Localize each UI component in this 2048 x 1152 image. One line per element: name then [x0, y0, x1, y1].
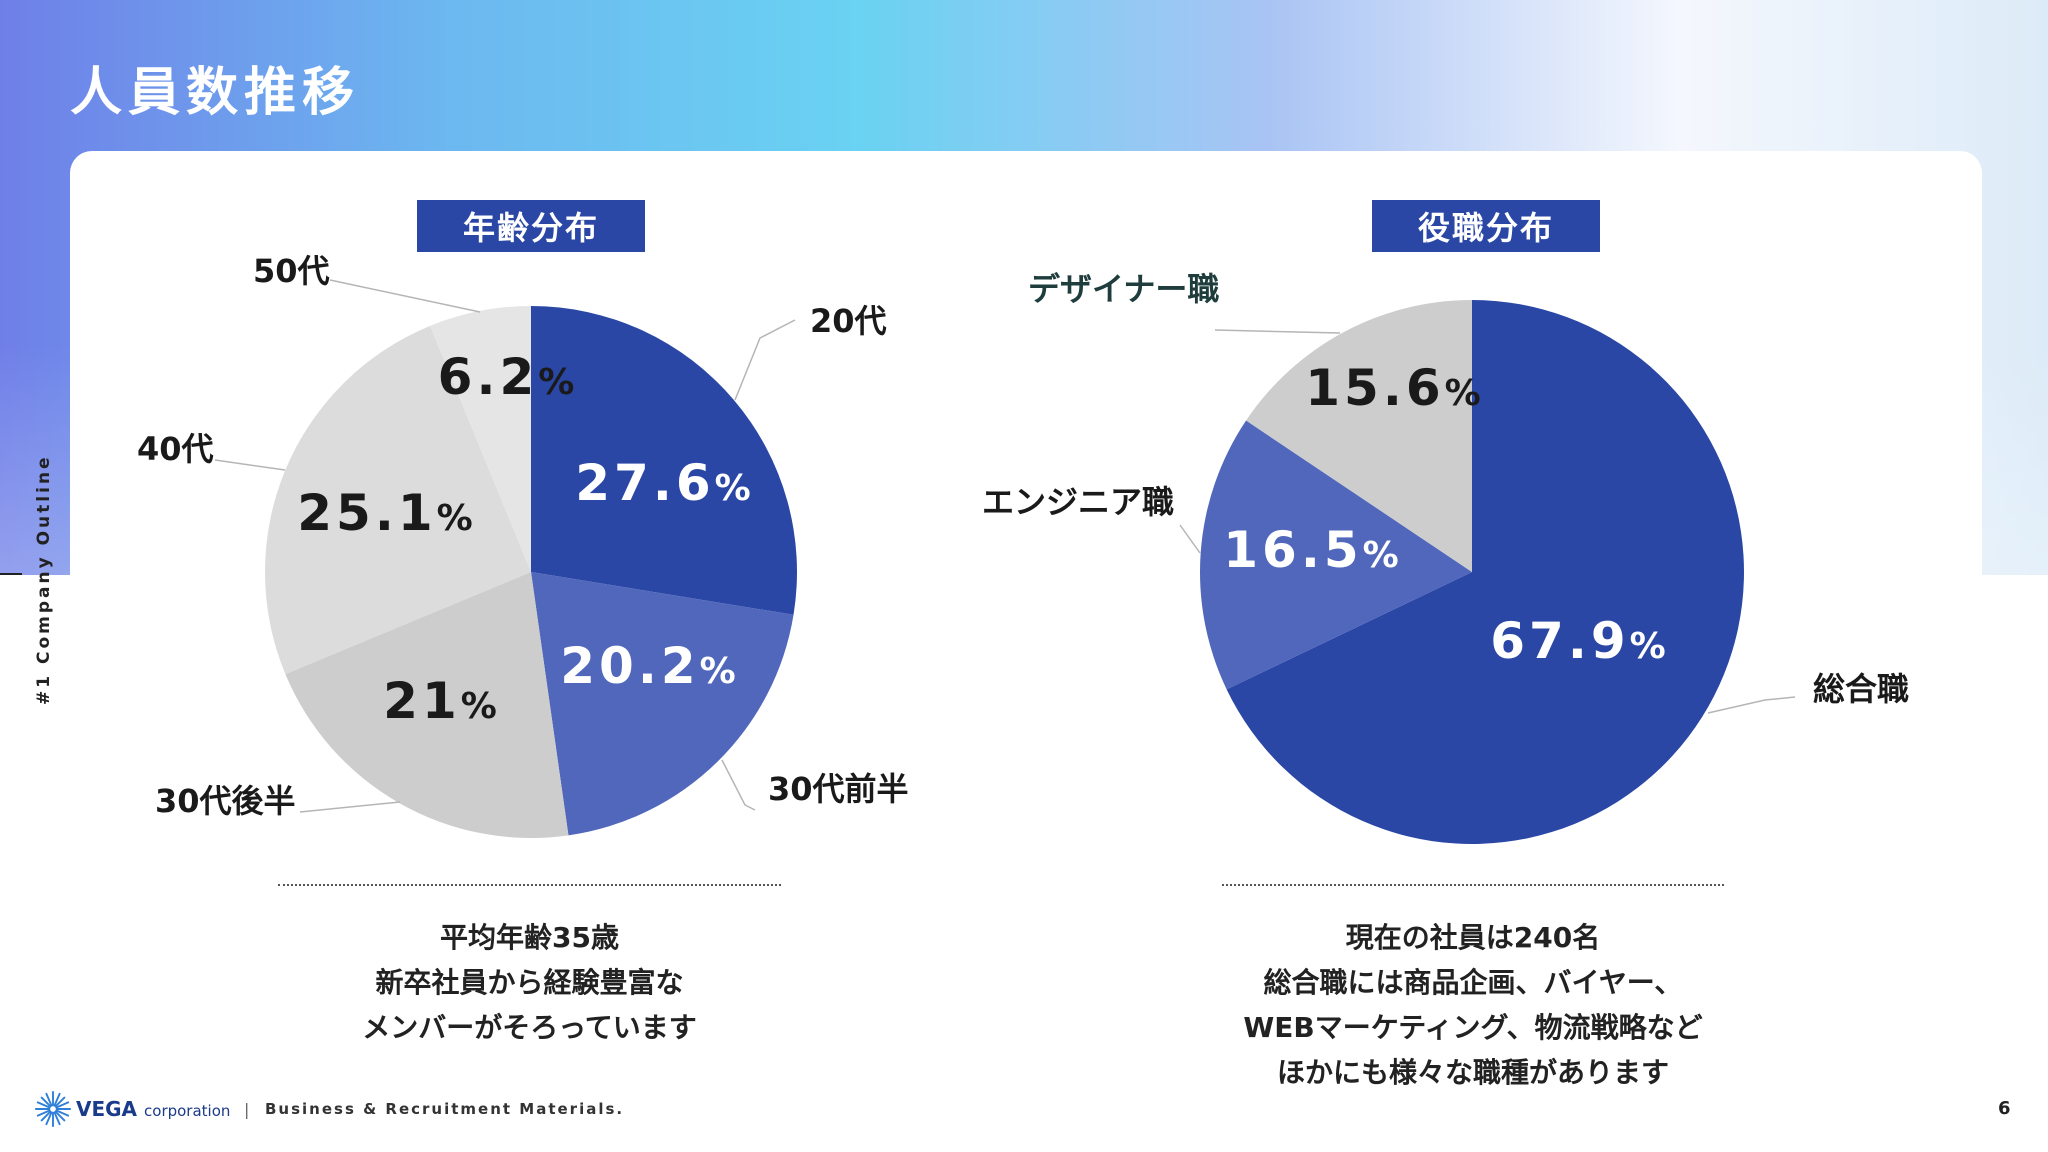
age-divider [278, 884, 781, 886]
role-leader-line-2 [1214, 329, 1341, 334]
age-leader-line-1 [721, 759, 756, 811]
logo-sub: corporation [144, 1102, 231, 1120]
role-data-label-2: 15.6% [1305, 359, 1484, 417]
logo-text: VEGA corporation [76, 1097, 230, 1121]
role-divider [1222, 884, 1724, 886]
footer-subtitle: Business & Recruitment Materials. [265, 1100, 625, 1118]
age-leader-line-3 [214, 459, 286, 471]
age-leader-line-2 [299, 801, 401, 813]
age-slice-label-1: 30代前半 [768, 770, 909, 808]
role-slice-label-0: 総合職 [1813, 670, 1909, 708]
footer-separator: | [244, 1100, 250, 1119]
age-caption-line-3: メンバーがそろっています [362, 1011, 697, 1044]
age-leader-line-0 [734, 319, 796, 401]
age-slice-2 [285, 572, 569, 838]
role-caption-line-4: ほかにも様々な職種があります [1276, 1056, 1669, 1089]
age-caption-line-1: 平均年齢35歳 [440, 921, 619, 954]
role-slice-2 [1246, 300, 1472, 572]
age-slice-label-0: 20代 [810, 302, 887, 340]
company-logo: VEGA corporation [34, 1090, 230, 1128]
age-slice-4 [430, 306, 531, 572]
role-caption-line-2: 総合職には商品企画、バイヤー、 [1263, 966, 1683, 999]
role-slice-1 [1199, 420, 1472, 690]
role-slice-label-1: エンジニア職 [982, 483, 1174, 521]
role-leader-line-0 [1707, 696, 1796, 714]
age-slice-label-2: 30代後半 [155, 782, 296, 820]
role-slice-0 [1226, 300, 1744, 844]
star-logo-icon [34, 1090, 72, 1128]
age-caption-line-2: 新卒社員から経験豊富な [375, 966, 684, 999]
age-leader-line-4 [329, 279, 481, 313]
age-slice-label-4: 50代 [253, 252, 330, 290]
role-slice-label-2: デザイナー職 [1028, 270, 1219, 308]
age-caption: 平均年齢35歳 新卒社員から経験豊富な メンバーがそろっています [278, 915, 781, 1050]
page-number: 6 [1998, 1098, 2011, 1119]
role-caption-line-1: 現在の社員は240名 [1345, 921, 1601, 954]
role-data-label-1: 16.5% [1223, 521, 1402, 579]
age-slice-1 [531, 572, 794, 836]
role-chart-title: 役職分布 [1372, 200, 1600, 252]
role-caption: 現在の社員は240名 総合職には商品企画、バイヤー、 WEBマーケティング、物流… [1172, 915, 1774, 1095]
age-slice-3 [264, 325, 531, 675]
logo-main: VEGA [76, 1097, 138, 1121]
side-tick [0, 573, 22, 575]
age-chart-title: 年齢分布 [417, 200, 645, 252]
role-caption-line-3: WEBマーケティング、物流戦略など [1243, 1011, 1703, 1044]
page-title: 人員数推移 [70, 63, 361, 123]
age-slice-label-3: 40代 [137, 430, 214, 468]
role-leader-line-1 [1179, 524, 1201, 554]
age-slice-0 [531, 306, 797, 615]
